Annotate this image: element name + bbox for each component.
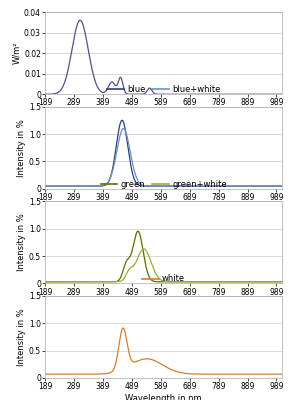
X-axis label: Wavelength in nm: Wavelength in nm <box>125 299 202 308</box>
Y-axis label: W/m²: W/m² <box>12 42 21 64</box>
Y-axis label: Intensity in %: Intensity in % <box>17 119 26 176</box>
Y-axis label: Intensity in %: Intensity in % <box>17 308 26 366</box>
Y-axis label: Intensity in %: Intensity in % <box>17 214 26 271</box>
Legend: blue, blue+white: blue, blue+white <box>104 82 224 98</box>
X-axis label: Wavelength in nm: Wavelength in nm <box>125 394 202 400</box>
X-axis label: Wavelength in nm: Wavelength in nm <box>125 205 202 214</box>
Legend: white: white <box>139 271 189 287</box>
Legend: green, green+white: green, green+white <box>97 176 230 192</box>
X-axis label: Wavelength in nm: Wavelength in nm <box>125 110 202 119</box>
Legend: UV: UV <box>144 0 183 3</box>
